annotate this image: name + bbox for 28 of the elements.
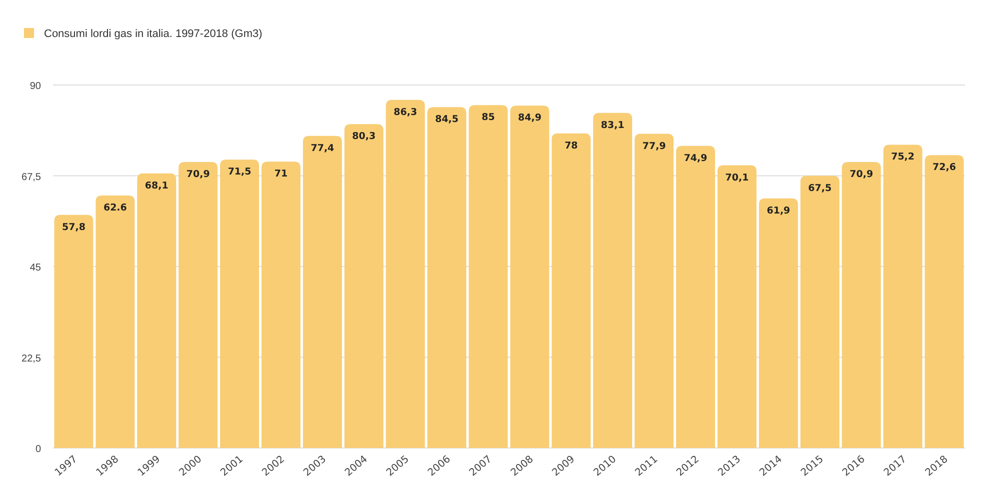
- data-label: 75,2: [891, 152, 915, 163]
- data-label: 68,1: [144, 180, 168, 192]
- legend-label: Consumi lordi gas in italia. 1997-2018 (Gm3): [44, 28, 262, 40]
- data-label: 83,1: [600, 120, 624, 131]
- data-label: 80,3: [352, 131, 376, 142]
- y-tick-label: 67,5: [22, 172, 42, 183]
- data-label: 84,5: [435, 114, 459, 126]
- data-label: 71,5: [228, 166, 252, 178]
- data-label: 67,5: [808, 182, 832, 194]
- data-label: 85: [482, 112, 495, 124]
- data-label: 84,9: [518, 112, 542, 124]
- data-label: 72,6: [932, 162, 956, 174]
- data-label: 74,9: [684, 152, 708, 164]
- data-label: 57,8: [62, 222, 86, 233]
- y-tick-label: 45: [30, 262, 42, 274]
- data-label: 62.6: [103, 202, 128, 214]
- data-label: 70,9: [850, 169, 874, 180]
- y-tick-label: 90: [30, 81, 42, 92]
- data-label: 70,1: [725, 172, 749, 184]
- data-label: 71: [274, 168, 288, 180]
- data-label: 78: [564, 140, 578, 152]
- y-tick-label: 22,5: [22, 353, 42, 364]
- y-tick-label: 0: [35, 444, 42, 455]
- data-label: 77,4: [310, 142, 335, 154]
- data-label: 86,3: [394, 106, 418, 118]
- data-label: 70,9: [186, 169, 210, 180]
- data-label: 61,9: [766, 205, 790, 216]
- data-label: 77,9: [642, 140, 666, 152]
